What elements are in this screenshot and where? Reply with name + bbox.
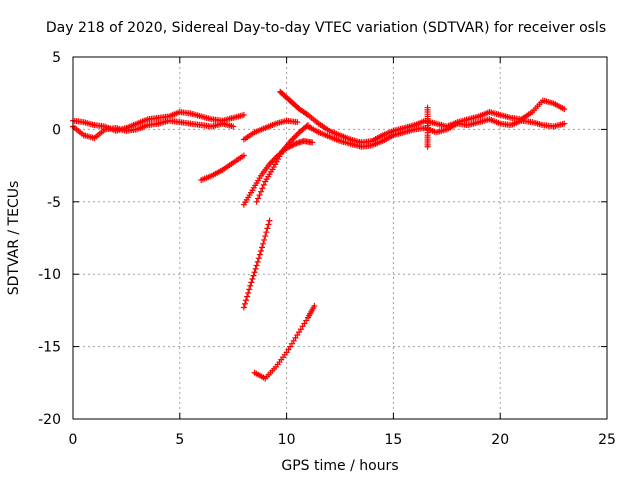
series-arc-f <box>240 117 301 143</box>
chart-title: Day 218 of 2020, Sidereal Day-to-day VTE… <box>46 20 606 36</box>
data-point <box>257 248 264 255</box>
data-point <box>253 198 260 205</box>
y-axis-label: SDTVAR / TECUs <box>6 181 22 296</box>
data-point <box>263 229 270 236</box>
data-point <box>245 290 252 297</box>
data-point <box>260 240 267 247</box>
data-point <box>248 279 255 286</box>
grid-lines <box>73 57 607 419</box>
data-point <box>255 195 262 202</box>
data-point <box>252 265 259 272</box>
series-arc-i <box>240 217 273 311</box>
x-tick-label: 25 <box>598 432 616 448</box>
data-point <box>256 192 263 199</box>
axis-ticks: 0 5 10 15 20 25 -20 -15 -10 -5 0 5 <box>38 50 616 448</box>
plot-frame <box>72 56 608 420</box>
data-point <box>290 135 297 142</box>
data-point <box>309 139 316 146</box>
series-arc-d <box>240 137 316 208</box>
series-spike <box>424 104 431 150</box>
data-point <box>256 251 263 258</box>
data-point <box>230 123 237 130</box>
y-tick-label: -5 <box>47 195 61 211</box>
x-tick-label: 20 <box>491 432 509 448</box>
data-point <box>262 233 269 240</box>
data-point <box>294 119 301 126</box>
y-tick-label: 5 <box>52 50 61 66</box>
data-point <box>250 272 257 279</box>
data-point <box>255 255 262 262</box>
series-band-b <box>70 117 237 142</box>
x-tick-label: 10 <box>278 432 296 448</box>
data-point <box>311 303 318 310</box>
series-arc-j <box>251 303 318 382</box>
data-point <box>251 269 258 276</box>
x-tick-label: 15 <box>384 432 402 448</box>
series-arc-c <box>198 152 247 184</box>
data-points <box>70 88 568 382</box>
data-point <box>289 136 296 143</box>
data-point <box>261 236 268 243</box>
data-point <box>254 258 261 265</box>
data-point <box>247 282 254 289</box>
data-point <box>243 297 250 304</box>
x-axis-label: GPS time / hours <box>281 458 398 474</box>
data-point <box>424 143 431 150</box>
data-point <box>259 244 266 251</box>
data-point <box>246 286 253 293</box>
series-arc-g <box>277 88 568 146</box>
data-point <box>293 132 300 139</box>
data-point <box>259 185 266 192</box>
data-point <box>240 304 247 311</box>
series-arc-e <box>253 122 311 205</box>
data-point <box>257 188 264 195</box>
data-point <box>266 217 273 224</box>
data-point <box>292 133 299 140</box>
data-point <box>265 221 272 228</box>
data-point <box>249 276 256 283</box>
data-point <box>264 225 271 232</box>
data-point <box>260 181 267 188</box>
y-tick-label: -20 <box>38 412 61 428</box>
y-tick-label: 0 <box>52 122 61 138</box>
data-point <box>240 111 247 118</box>
data-point <box>561 106 568 113</box>
series-arc-h <box>304 116 568 150</box>
data-point <box>253 262 260 269</box>
x-tick-label: 5 <box>175 432 184 448</box>
data-point <box>244 293 251 300</box>
data-point <box>240 152 247 159</box>
data-point <box>241 300 248 307</box>
y-tick-label: -10 <box>38 267 61 283</box>
y-tick-label: -15 <box>38 340 61 356</box>
x-tick-label: 0 <box>69 432 78 448</box>
data-point <box>561 120 568 127</box>
